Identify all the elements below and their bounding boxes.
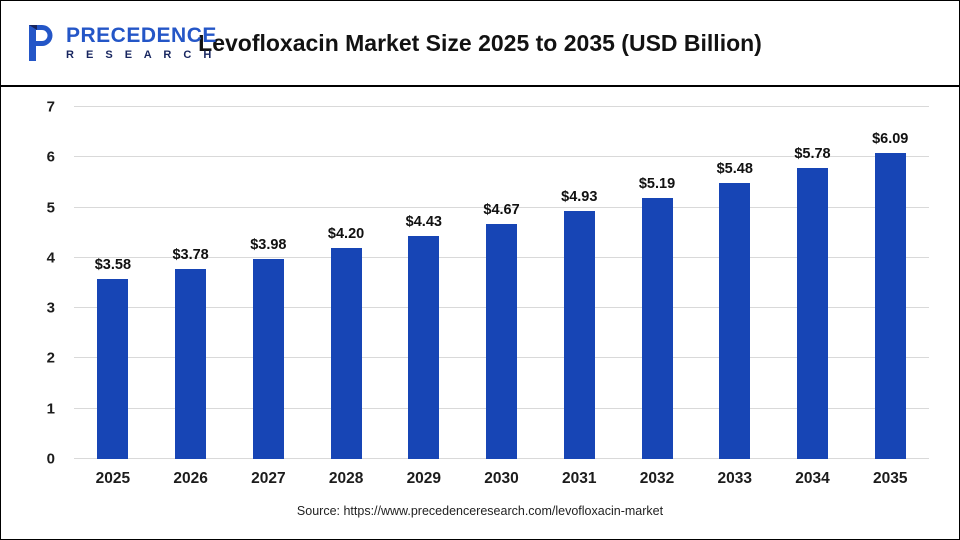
y-axis-tick-label: 4	[46, 249, 55, 267]
y-axis: 0 1 2 3 4 5 6 7	[19, 99, 67, 468]
bar-value-label: $4.93	[561, 189, 598, 206]
bar-value-label: $4.43	[405, 214, 442, 231]
bar-value-label: $6.09	[872, 130, 909, 147]
bar-value-label: $5.19	[638, 176, 676, 193]
x-axis-label: 2029	[406, 470, 442, 487]
y-axis-tick-label: 3	[46, 299, 55, 317]
gridline	[74, 206, 929, 208]
bar-value-label: $3.78	[172, 246, 209, 263]
bar	[330, 247, 362, 459]
bar-column: $3.98	[229, 107, 307, 459]
logo-line1: PRECEDENCE	[66, 23, 217, 47]
y-axis-tick-label: 2	[46, 349, 55, 367]
bar	[97, 278, 129, 459]
bar-value-label: $5.48	[716, 161, 753, 178]
bar-column: $4.67	[463, 107, 541, 459]
x-axis-label: 2025	[95, 470, 131, 487]
page-title: Levofloxacin Market Size 2025 to 2035 (U…	[198, 29, 762, 56]
logo-line2: R E S E A R C H	[66, 48, 216, 61]
y-axis-tick-label: 7	[46, 98, 55, 116]
bar-column: $5.78	[774, 107, 852, 459]
bar-column: $4.43	[385, 107, 463, 459]
logo-text: PRECEDENCE R E S E A R C H	[66, 23, 217, 62]
bar-column: $5.48	[696, 107, 774, 459]
header: PRECEDENCE R E S E A R C H Levofloxacin …	[1, 1, 959, 87]
y-axis-tick-label: 6	[46, 148, 55, 166]
x-axis-label: 2034	[795, 470, 830, 487]
bars: $3.58 $3.78 $3.98 $4.20 $4.43 $4.67 $4.93 $5.19…	[74, 107, 929, 459]
gridline	[74, 156, 929, 158]
bar	[641, 198, 673, 459]
x-axis-label: 2027	[251, 470, 286, 487]
y-axis-tick-label: 5	[46, 199, 55, 217]
bar-value-label: $4.67	[483, 202, 520, 219]
x-axis-label: 2033	[717, 470, 752, 487]
bar-value-label: $3.98	[250, 236, 287, 253]
x-axis-label: 2026	[173, 470, 208, 487]
precedence-research-logo: PRECEDENCE R E S E A R C H	[23, 23, 217, 63]
bar	[408, 236, 440, 459]
x-axis-label: 2035	[872, 470, 908, 487]
y-axis-tick-label: 0	[46, 450, 55, 468]
bar	[252, 258, 284, 459]
bar	[486, 224, 518, 459]
bar-column: $3.58	[74, 107, 152, 459]
x-axis-label: 2030	[484, 470, 519, 487]
precedence-logo-icon	[29, 25, 53, 61]
bar-value-label: $5.78	[794, 146, 831, 163]
bar-column: $6.09	[851, 107, 929, 459]
x-axis-label: 2028	[328, 470, 364, 487]
bar	[719, 183, 751, 459]
bar-column: $3.78	[152, 107, 230, 459]
bar-column: $4.93	[540, 107, 618, 459]
bar-column: $4.20	[307, 107, 385, 459]
source-text: Source: https://www.precedenceresearch.c…	[296, 504, 664, 518]
bar-value-label: $3.58	[94, 256, 132, 273]
bar	[563, 211, 595, 459]
bar	[175, 268, 207, 459]
x-axis-labels: 2025 2026 2027 2028 2029 2030 2031 2032 2033 2034…	[19, 470, 929, 488]
bar-value-label: $4.20	[327, 225, 365, 242]
gridline	[74, 106, 929, 107]
x-axis-label: 2031	[562, 470, 597, 487]
x-axis-label: 2032	[639, 470, 675, 487]
bar	[796, 168, 828, 459]
y-axis-tick-label: 1	[46, 400, 55, 418]
plot-area: $3.58 $3.78 $3.98 $4.20 $4.43 $4.67 $4.93 $5.19…	[74, 106, 929, 459]
bar-column: $5.19	[618, 107, 696, 459]
bar	[874, 152, 906, 459]
